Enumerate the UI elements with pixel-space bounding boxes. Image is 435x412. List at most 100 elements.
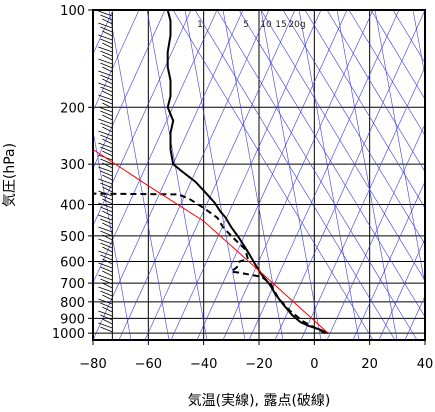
bg-line-mixing — [392, 10, 425, 64]
wind-barb — [100, 182, 113, 189]
wind-barb — [102, 258, 113, 265]
bg-line-skew — [93, 10, 244, 340]
bg-line-skew — [404, 295, 425, 340]
mixing-ratio-label: 1 — [197, 20, 203, 30]
wind-barb — [98, 322, 113, 329]
wind-barb — [102, 306, 113, 313]
wind-barb — [102, 18, 113, 25]
wind-barb — [100, 62, 113, 69]
wind-barb — [100, 230, 113, 237]
wind-barb — [102, 42, 113, 49]
x-tick-label: −40 — [190, 357, 217, 372]
bg-line-skew — [431, 10, 435, 340]
bg-line-mixing — [370, 10, 425, 100]
x-tick-label: 40 — [417, 357, 434, 372]
wind-barb — [98, 46, 113, 53]
bg-line-mixing — [238, 10, 425, 318]
wind-barb — [98, 118, 113, 125]
wind-barb — [100, 254, 113, 261]
wind-barb — [100, 302, 113, 309]
wind-barb — [100, 206, 113, 213]
bg-line-skew — [196, 10, 348, 340]
wind-barb — [100, 122, 113, 129]
bg-line-skew — [300, 66, 425, 340]
wind-barb — [102, 78, 113, 85]
wind-barb — [98, 226, 113, 233]
wind-barb — [102, 102, 113, 109]
wind-barb — [98, 202, 113, 209]
bg-line-mixing — [282, 10, 425, 245]
y-axis-title: 気圧(hPa) — [2, 143, 18, 207]
bg-line-skew — [170, 10, 322, 340]
bg-line-adiabat — [93, 129, 132, 340]
wind-barb — [102, 114, 113, 121]
wind-barb — [100, 14, 113, 21]
wind-barb — [100, 242, 113, 249]
bg-line-adiabat — [260, 10, 322, 340]
bg-line-skew — [248, 10, 400, 340]
bg-line-skew — [93, 10, 166, 170]
bg-line-skew — [93, 10, 140, 112]
bg-line-adiabat — [222, 10, 284, 340]
bg-line-skew — [118, 10, 270, 340]
y-tick-label: 200 — [60, 101, 85, 116]
wind-barb — [98, 166, 113, 173]
mixing-ratio-label: 15 — [275, 20, 286, 30]
wind-barb — [100, 170, 113, 177]
wind-barbs — [98, 10, 113, 340]
wind-barb — [102, 294, 113, 301]
x-tick-label: −80 — [79, 357, 106, 372]
bg-line-adiabat — [336, 10, 398, 340]
y-tick-label: 100 — [60, 4, 85, 19]
wind-barb — [98, 250, 113, 257]
wind-barb — [100, 218, 113, 225]
bg-line-adiabat — [184, 10, 246, 340]
bg-line-adiabat — [298, 10, 360, 340]
wind-barb — [100, 266, 113, 273]
bg-line-mixing — [172, 10, 374, 340]
wind-barb — [98, 82, 113, 89]
chart-series — [93, 10, 329, 335]
mixing-ratio-labels: 1 5 10 15 20g — [197, 20, 305, 30]
wind-barb — [102, 198, 113, 205]
wind-barb — [100, 134, 113, 141]
bg-line-skew — [274, 10, 425, 340]
wind-barb — [98, 310, 113, 317]
wind-barb — [102, 66, 113, 73]
bg-line-adiabat — [412, 10, 425, 78]
series-line-2 — [93, 148, 329, 334]
wind-barb — [102, 150, 113, 157]
wind-barb — [98, 214, 113, 221]
wind-barb — [100, 38, 113, 45]
bg-line-skew — [144, 10, 296, 340]
wind-barb — [98, 286, 113, 293]
bg-line-skew — [326, 123, 425, 340]
mixing-ratio-label: 5 — [243, 20, 249, 30]
wind-barb — [98, 58, 113, 65]
wind-barb — [102, 54, 113, 61]
bg-line-skew — [93, 10, 192, 227]
wind-barb — [102, 90, 113, 97]
wind-barb — [100, 194, 113, 201]
chart-background-lines — [93, 10, 435, 340]
wind-barb — [100, 314, 113, 321]
wind-barb — [102, 186, 113, 193]
bg-line-skew — [378, 238, 425, 340]
y-tick-label: 400 — [60, 199, 85, 214]
wind-barb — [102, 270, 113, 277]
wind-barb — [98, 142, 113, 149]
wind-barb — [100, 158, 113, 165]
bg-line-skew — [222, 10, 374, 340]
wind-barb — [100, 110, 113, 117]
x-axis-title: 気温(実線), 露点(破線) — [188, 393, 331, 409]
wind-barb — [98, 274, 113, 281]
wind-barb — [100, 290, 113, 297]
y-tick-label: 500 — [60, 230, 85, 245]
mixing-ratio-label: 10 — [260, 20, 272, 30]
wind-barb — [100, 146, 113, 153]
series-line-1 — [93, 192, 326, 335]
x-tick-label: −60 — [135, 357, 162, 372]
wind-barb — [102, 234, 113, 241]
wind-barb — [102, 210, 113, 217]
wind-barb — [98, 238, 113, 245]
